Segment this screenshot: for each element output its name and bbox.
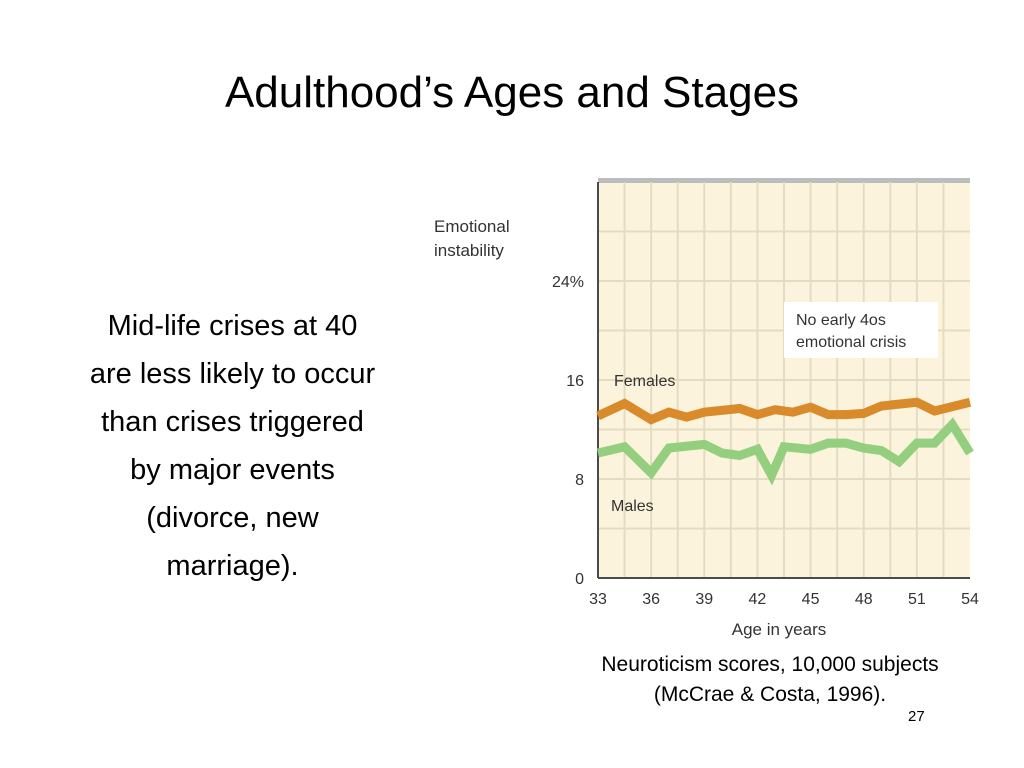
caption-line: (McCrae & Costa, 1996). xyxy=(653,683,887,706)
x-tick-label: 33 xyxy=(589,591,607,608)
body-line: marriage). xyxy=(166,550,299,582)
x-tick-label: 42 xyxy=(749,591,767,608)
annotation-text: No early 4os xyxy=(796,312,886,329)
body-line: Mid-life crises at 40 xyxy=(107,310,358,342)
body-line: (divorce, new xyxy=(146,502,319,534)
x-tick-label: 54 xyxy=(961,591,979,608)
series-line-males xyxy=(596,417,974,486)
body-text: Mid-life crises at 40 are less likely to… xyxy=(40,302,425,590)
y-axis-label: Emotional xyxy=(434,217,510,236)
x-axis-label: Age in years xyxy=(732,620,827,639)
x-tick-label: 51 xyxy=(908,591,926,608)
y-tick-label: 16 xyxy=(566,373,584,390)
slide-title: Adulthood’s Ages and Stages xyxy=(224,68,800,117)
chart-caption: Neuroticism scores, 10,000 subjects (McC… xyxy=(548,650,992,710)
slide-number: 27 xyxy=(908,708,925,725)
body-line: are less likely to occur xyxy=(89,358,376,390)
x-tick-label: 45 xyxy=(802,591,820,608)
body-line: by major events xyxy=(130,454,335,486)
annotation-text: emotional crisis xyxy=(796,334,906,351)
x-tick-label: 36 xyxy=(642,591,660,608)
y-axis-label: instability xyxy=(434,241,504,260)
y-tick-label: 24% xyxy=(552,274,584,291)
caption-line: Neuroticism scores, 10,000 subjects xyxy=(601,653,939,676)
body-line: than crises triggered xyxy=(101,406,364,438)
x-tick-label: 39 xyxy=(695,591,713,608)
x-tick-label: 48 xyxy=(855,591,873,608)
series-line-females xyxy=(596,397,972,425)
y-tick-label: 8 xyxy=(575,472,584,489)
plot-top-bar xyxy=(598,178,970,183)
series-label-males: Males xyxy=(611,498,654,515)
series-label-females: Females xyxy=(614,373,675,390)
annotation-box xyxy=(784,302,938,358)
neuroticism-line-chart: 0 8 16 24% 33 36 39 42 45 48 51 54 Emotional instabil… xyxy=(434,178,979,639)
y-tick-label: 0 xyxy=(575,571,584,588)
